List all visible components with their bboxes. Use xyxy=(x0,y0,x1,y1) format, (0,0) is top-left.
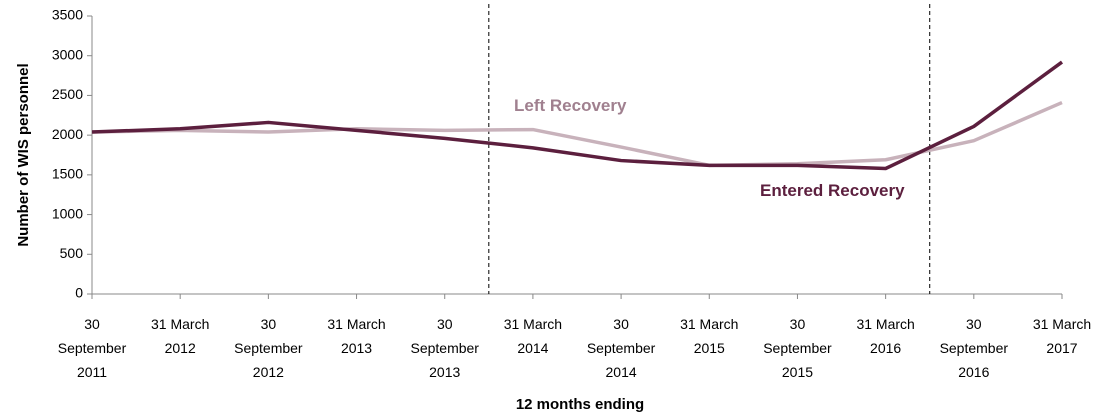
x-tick-label: 2011 xyxy=(77,364,107,380)
y-tick-label: 3000 xyxy=(52,46,83,62)
series-label: Entered Recovery xyxy=(760,181,905,200)
x-tick-label: 31 March xyxy=(1033,316,1091,332)
x-tick-label: 2013 xyxy=(341,340,372,356)
series-label: Left Recovery xyxy=(514,96,627,115)
x-tick-label: September xyxy=(58,340,127,356)
x-tick-label: 30 xyxy=(790,316,806,332)
series-line xyxy=(91,60,1064,171)
x-tick-label: 31 March xyxy=(856,316,914,332)
x-tick-label: 2015 xyxy=(782,364,813,380)
x-tick-label: 30 xyxy=(613,316,629,332)
x-tick-label: 30 xyxy=(261,316,277,332)
x-tick-label: September xyxy=(234,340,303,356)
x-tick-label: 2014 xyxy=(606,364,637,380)
x-tick-label: 30 xyxy=(437,316,453,332)
y-tick-label: 1500 xyxy=(52,166,83,182)
x-tick-label: September xyxy=(410,340,479,356)
x-tick-label: 2017 xyxy=(1046,340,1077,356)
x-tick-label: 2012 xyxy=(165,340,196,356)
x-tick-label: September xyxy=(763,340,832,356)
x-axis-title: 12 months ending xyxy=(516,396,644,413)
x-tick-label: 30 xyxy=(966,316,982,332)
x-tick-label: 2016 xyxy=(870,340,901,356)
x-tick-label: 2014 xyxy=(517,340,548,356)
x-tick-label: 31 March xyxy=(680,316,738,332)
y-tick-label: 1000 xyxy=(52,205,83,221)
x-tick-label: 2013 xyxy=(429,364,460,380)
series-line xyxy=(91,100,1063,168)
y-tick-label: 2000 xyxy=(52,126,83,142)
x-tick-label: September xyxy=(940,340,1009,356)
x-tick-label: 31 March xyxy=(327,316,385,332)
y-tick-label: 0 xyxy=(75,285,83,301)
x-tick-label: 2016 xyxy=(958,364,989,380)
y-tick-label: 500 xyxy=(60,245,84,261)
y-tick-label: 3500 xyxy=(52,7,83,23)
x-tick-label: 31 March xyxy=(504,316,562,332)
x-tick-label: 2012 xyxy=(253,364,284,380)
y-tick-label: 2500 xyxy=(52,86,83,102)
y-axis-title: Number of WIS personnel xyxy=(15,63,32,246)
x-tick-label: 30 xyxy=(84,316,100,332)
x-tick-label: 2015 xyxy=(694,340,725,356)
x-tick-label: September xyxy=(587,340,656,356)
x-tick-label: 31 March xyxy=(151,316,209,332)
